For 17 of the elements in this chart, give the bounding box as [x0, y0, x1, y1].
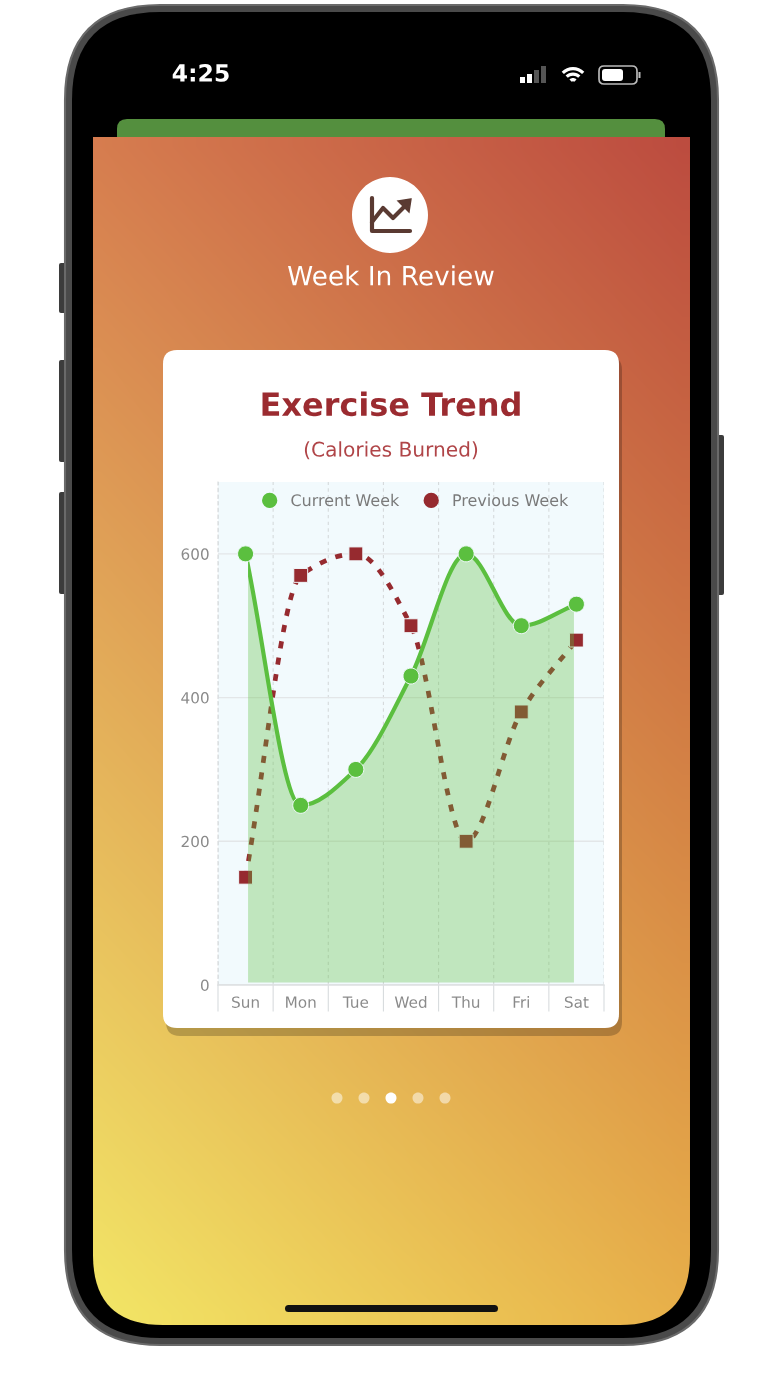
x-tick-label: Wed: [394, 996, 427, 1008]
x-tick-label: Mon: [286, 996, 316, 1008]
legend-label: Current Week: [291, 493, 400, 507]
x-tick-label: Fri: [513, 996, 529, 1008]
legend-label: Previous Week: [453, 493, 569, 507]
y-tick-label: 0: [200, 979, 209, 992]
x-tick-label: Sun: [232, 996, 259, 1008]
text: 4:25: [172, 63, 229, 82]
x-tick-label: Thu: [451, 996, 480, 1008]
y-tick-label: 200: [181, 835, 209, 848]
text: Week In Review: [288, 265, 494, 286]
chart-subtitle: (Calories Burned): [304, 441, 478, 460]
y-tick-label: 400: [181, 692, 209, 704]
x-tick-label: Tue: [342, 996, 369, 1008]
chart-title: Exercise Trend: [262, 391, 520, 417]
y-tick-label: 600: [181, 548, 209, 560]
x-tick-label: Sat: [564, 996, 589, 1008]
